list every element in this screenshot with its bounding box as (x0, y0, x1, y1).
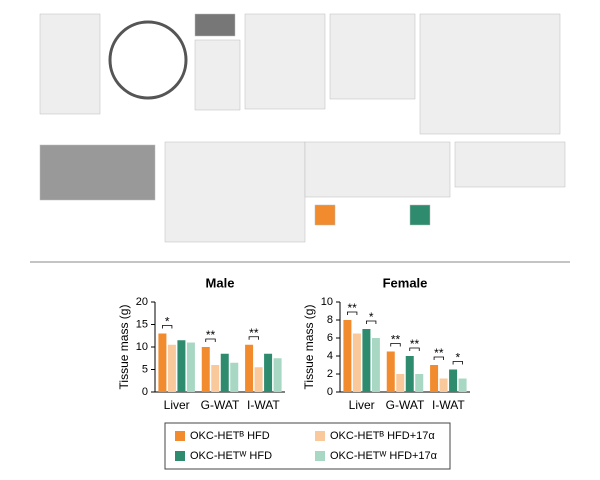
significance-bracket (248, 336, 259, 340)
gel (39, 144, 156, 201)
y-tick-label: 6 (327, 332, 333, 344)
photo (194, 13, 236, 37)
significance-bracket (162, 325, 173, 329)
bar (415, 374, 424, 392)
legend-swatch (175, 451, 185, 461)
significance-bracket (433, 356, 444, 360)
mini-lines (454, 141, 566, 188)
bar (386, 351, 395, 392)
annotation: ** (249, 326, 259, 340)
y-axis-label: Tissue mass (g) (302, 305, 316, 390)
significance-bracket (390, 343, 401, 347)
bar (177, 340, 186, 392)
y-tick-label: 0 (142, 386, 148, 398)
bar (211, 365, 220, 392)
mini-bars (194, 39, 241, 111)
x-tick-label: Liver (349, 398, 375, 412)
bar (186, 342, 195, 392)
thumbnail-panels (39, 13, 566, 243)
annotation: * (165, 315, 170, 329)
legend-label: OKC-HETᵂ HFD+17α (330, 450, 438, 462)
annotation: * (455, 351, 460, 365)
x-tick-label: Liver (164, 398, 190, 412)
y-tick-label: 10 (136, 341, 148, 353)
mini-bars (244, 13, 326, 110)
bar (220, 353, 229, 392)
pedigree-node (409, 204, 431, 226)
y-tick-label: 5 (142, 363, 148, 375)
legend-box (164, 422, 451, 470)
mini-bars (164, 141, 306, 243)
significance-bracket (409, 347, 420, 351)
bar (245, 344, 254, 392)
y-tick-label: 2 (327, 368, 333, 380)
y-tick-label: 4 (327, 350, 333, 362)
bar (449, 369, 458, 392)
y-tick-label: 15 (136, 318, 148, 330)
y-tick-label: 10 (321, 296, 333, 308)
legend-swatch (315, 451, 325, 461)
bar (273, 358, 282, 392)
mini-bars (419, 13, 561, 135)
significance-bracket (452, 361, 463, 365)
y-tick-label: 0 (327, 386, 333, 398)
bar (201, 347, 210, 392)
y-axis-label: Tissue mass (g) (117, 305, 131, 390)
annotation: ** (347, 301, 357, 315)
bar (230, 362, 239, 392)
legend-label: OKC-HETᵂ HFD (190, 450, 272, 462)
y-tick-label: 20 (136, 296, 148, 308)
traces (304, 141, 451, 198)
significance-bracket (347, 311, 358, 315)
bar (371, 338, 380, 392)
bar (439, 378, 448, 392)
legend-label: OKC-HETᴮ HFD+17α (330, 430, 435, 442)
bar (264, 353, 273, 392)
phylo-tree (39, 13, 101, 115)
chart-title: Male (206, 275, 235, 290)
legend-label: OKC-HETᴮ HFD (190, 430, 270, 442)
x-tick-label: G-WAT (201, 398, 240, 412)
bar (405, 356, 414, 392)
legend-swatch (175, 431, 185, 441)
bar (458, 378, 467, 392)
bar (430, 365, 439, 392)
bar (362, 329, 371, 392)
bar (158, 333, 167, 392)
bar (396, 374, 405, 392)
bar (343, 320, 352, 392)
legend-swatch (315, 431, 325, 441)
annotation: ** (410, 337, 420, 351)
bar (352, 333, 361, 392)
significance-bracket (205, 338, 216, 342)
circular-map (108, 20, 188, 100)
chart-title: Female (383, 275, 428, 290)
x-tick-label: G-WAT (386, 398, 425, 412)
x-tick-label: I-WAT (247, 398, 280, 412)
annotation: * (369, 310, 374, 324)
significance-bracket (366, 320, 377, 324)
mini-lines (329, 13, 416, 100)
annotation: ** (391, 333, 401, 347)
y-tick-label: 8 (327, 314, 333, 326)
pedigree-node (314, 204, 336, 226)
bar (167, 344, 176, 392)
annotation: ** (434, 346, 444, 360)
annotation: ** (206, 328, 216, 342)
x-tick-label: I-WAT (432, 398, 465, 412)
bar (254, 367, 263, 392)
